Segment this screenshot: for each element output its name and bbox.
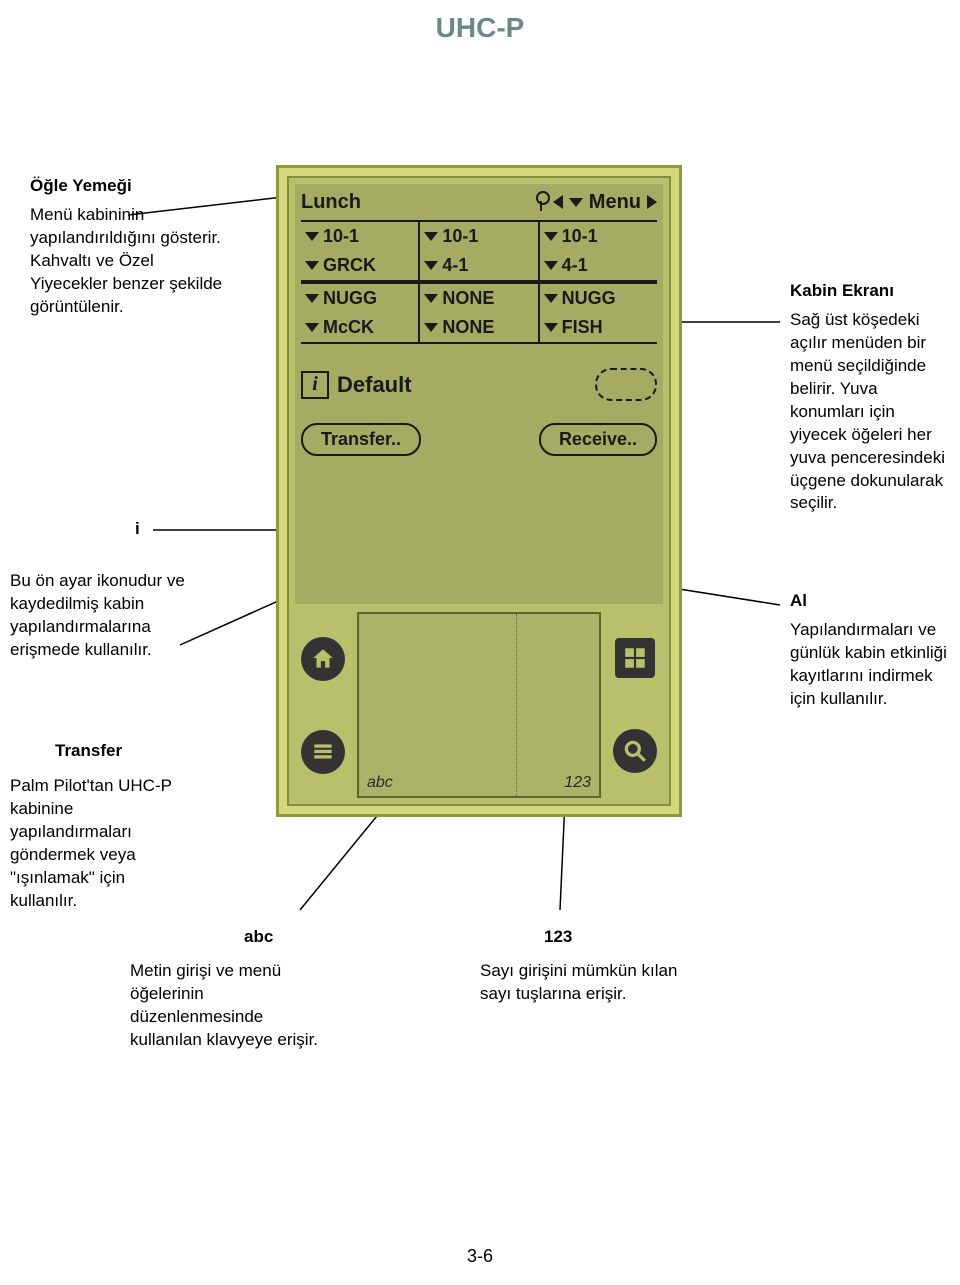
home-icon[interactable] — [301, 637, 345, 681]
chevron-down-icon — [544, 294, 558, 303]
ann-abc-body: Metin girişi ve menü öğelerinin düzenlen… — [130, 960, 330, 1052]
page-number: 3-6 — [0, 1246, 960, 1267]
chevron-down-icon — [424, 261, 438, 270]
ann-title: Öğle Yemeği — [30, 175, 230, 198]
ann-ogle: Öğle Yemeği Menü kabininin yapılandırıld… — [30, 175, 230, 319]
abc-label[interactable]: abc — [367, 774, 393, 792]
chevron-down-icon — [305, 232, 319, 241]
ann-abc-title: abc — [244, 926, 273, 949]
screen-title: Lunch — [301, 191, 361, 214]
chevron-down-icon — [305, 323, 319, 332]
slot-cell[interactable]: 4-1 — [420, 251, 539, 280]
ann-i-title: i — [135, 518, 140, 541]
slot-cell[interactable]: NUGG — [540, 284, 657, 313]
chevron-down-icon — [305, 261, 319, 270]
menu-icon[interactable] — [301, 730, 345, 774]
slot-cell[interactable]: GRCK — [301, 251, 420, 280]
slot-cell[interactable]: 4-1 — [540, 251, 657, 280]
ann-transfer-body: Palm Pilot'tan UHC-P kabinine yapılandır… — [10, 775, 195, 913]
graffiti-area: abc 123 — [295, 612, 663, 798]
chevron-down-icon — [544, 261, 558, 270]
menu-dropdown-icon[interactable] — [569, 198, 583, 207]
right-softkeys — [607, 612, 663, 798]
lcd-screen: Lunch Menu 10-1 10-1 10-1 GRCK — [295, 184, 663, 604]
slot-cell[interactable]: NUGG — [301, 284, 420, 313]
chevron-down-icon — [544, 323, 558, 332]
preset-label: Default — [337, 372, 412, 398]
ann-i-body: Bu ön ayar ikonudur ve kaydedilmiş kabin… — [10, 570, 205, 662]
lcd-titlebar: Lunch Menu — [295, 184, 663, 220]
slot-cell[interactable]: 10-1 — [301, 222, 420, 251]
table-row: 10-1 10-1 10-1 — [301, 222, 657, 251]
ann-123-body: Sayı girişini mümkün kılan sayı tuşların… — [480, 960, 690, 1006]
preset-select[interactable] — [595, 368, 657, 401]
ann-al: Al Yapılandırmaları ve günlük kabin etki… — [790, 590, 955, 711]
key-icon — [533, 191, 549, 213]
slot-cell[interactable]: NONE — [420, 284, 539, 313]
table-row: NUGG NONE NUGG — [301, 284, 657, 313]
menu-prev-icon[interactable] — [553, 195, 563, 209]
slot-cell[interactable]: 10-1 — [540, 222, 657, 251]
ann-body: Yapılandırmaları ve günlük kabin etkinli… — [790, 619, 955, 711]
ann-body: Sağ üst köşedeki açılır menüden bir menü… — [790, 309, 955, 515]
123-label[interactable]: 123 — [564, 774, 591, 792]
receive-button[interactable]: Receive.. — [539, 423, 657, 456]
chevron-down-icon — [424, 294, 438, 303]
left-softkeys — [295, 612, 351, 798]
chevron-down-icon — [544, 232, 558, 241]
table-row: McCK NONE FISH — [301, 313, 657, 342]
slot-cell[interactable]: 10-1 — [420, 222, 539, 251]
find-icon[interactable] — [613, 729, 657, 773]
graffiti-pad[interactable]: abc 123 — [357, 612, 601, 798]
ann-title: Kabin Ekranı — [790, 280, 955, 303]
slot-cell[interactable]: FISH — [540, 313, 657, 342]
page-title: UHC-P — [0, 12, 960, 44]
ann-kabin: Kabin Ekranı Sağ üst köşedeki açılır men… — [790, 280, 955, 515]
ann-title: Al — [790, 590, 955, 613]
preset-row: i Default — [301, 368, 657, 401]
slot-grid: 10-1 10-1 10-1 GRCK 4-1 4-1 NUGG NONE NU… — [301, 220, 657, 344]
ann-transfer-title: Transfer — [55, 740, 122, 763]
palm-device: Lunch Menu 10-1 10-1 10-1 GRCK — [276, 165, 682, 817]
slot-cell[interactable]: McCK — [301, 313, 420, 342]
chevron-down-icon — [305, 294, 319, 303]
chevron-down-icon — [424, 323, 438, 332]
table-row: GRCK 4-1 4-1 — [301, 251, 657, 284]
slot-cell[interactable]: NONE — [420, 313, 539, 342]
info-icon[interactable]: i — [301, 371, 329, 399]
calculator-icon[interactable] — [615, 638, 655, 678]
transfer-button[interactable]: Transfer.. — [301, 423, 421, 456]
chevron-down-icon — [424, 232, 438, 241]
menu-next-icon[interactable] — [647, 195, 657, 209]
action-row: Transfer.. Receive.. — [301, 423, 657, 456]
menu-label: Menu — [589, 191, 641, 214]
device-inner: Lunch Menu 10-1 10-1 10-1 GRCK — [287, 176, 671, 806]
menu-nav[interactable]: Menu — [553, 191, 657, 214]
ann-123-title: 123 — [544, 926, 572, 949]
ann-body: Menü kabininin yapılandırıldığını göster… — [30, 204, 230, 319]
